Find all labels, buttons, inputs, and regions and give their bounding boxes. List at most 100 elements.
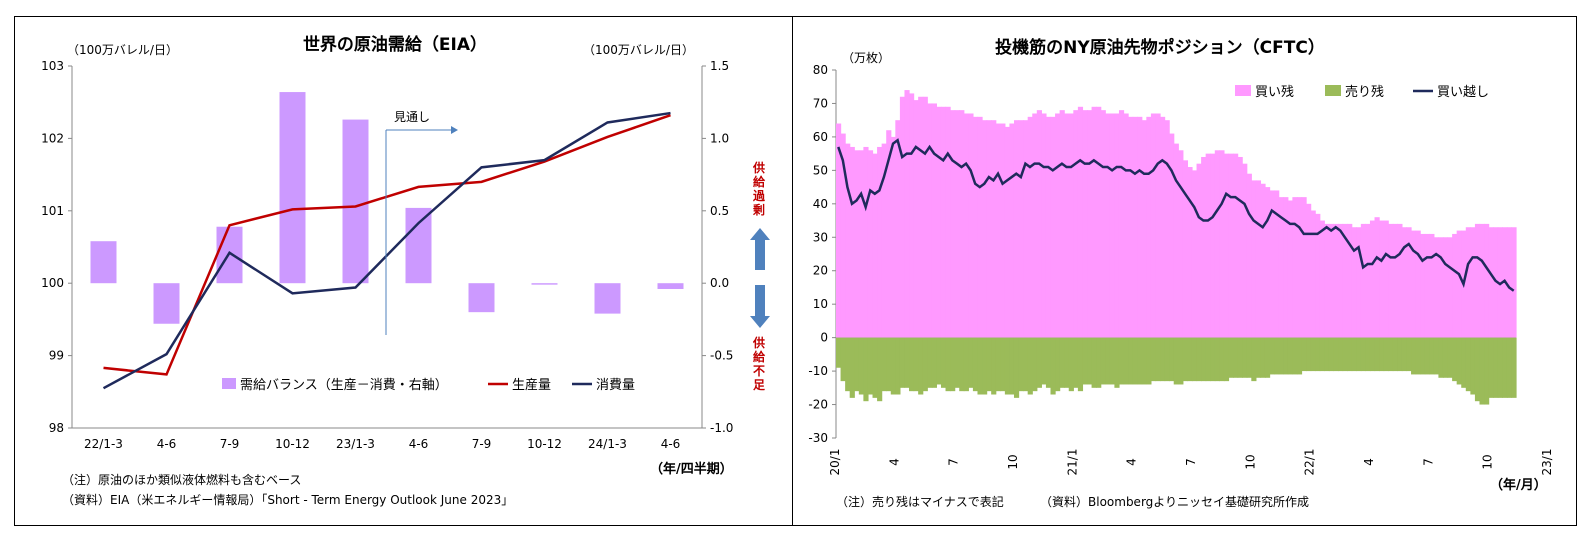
long-bar <box>1274 190 1280 338</box>
short-bar <box>1036 337 1042 388</box>
short-bar <box>1401 337 1408 372</box>
short-bar <box>881 337 887 392</box>
long-bar <box>931 103 938 338</box>
y-tick-label: 0 <box>820 331 828 345</box>
x-tick-label: 10-12 <box>275 437 310 451</box>
long-bar <box>867 150 874 338</box>
y-tick-label: 101 <box>41 204 64 218</box>
short-bar <box>1292 337 1298 375</box>
short-bar <box>1420 337 1426 375</box>
left-chart-lines <box>102 111 671 390</box>
long-bar <box>1351 227 1357 338</box>
long-bar <box>1347 223 1353 338</box>
long-bar <box>1123 113 1129 338</box>
oversupply-char: 供 <box>752 160 765 175</box>
legend-consumption-label: 消費量 <box>596 378 635 393</box>
legend-short-label: 売り残 <box>1345 84 1384 100</box>
long-bar <box>1201 156 1207 338</box>
long-bar <box>1164 120 1170 338</box>
short-bar <box>1160 337 1166 382</box>
short-bar <box>1411 337 1417 375</box>
x-tick: 20/1 <box>828 449 842 476</box>
short-bar <box>1415 337 1421 375</box>
long-bar <box>1424 233 1430 338</box>
x-tick: 23/1 <box>1540 449 1554 476</box>
short-bar <box>1155 337 1161 382</box>
x-tick-label: 4 <box>1125 458 1139 466</box>
left-ylabel: （100万バレル/日） <box>67 43 178 57</box>
short-bar <box>945 337 951 392</box>
x-tick-label: 4-6 <box>157 437 177 451</box>
legend-balance-swatch <box>222 378 236 389</box>
short-bar <box>1369 337 1376 372</box>
undersupply-char: 不 <box>753 364 765 378</box>
y-tick-label: 99 <box>49 349 64 363</box>
long-bar <box>1292 197 1298 338</box>
long-bar <box>1328 223 1335 338</box>
x-tick: 4 <box>887 458 901 466</box>
long-bar <box>895 120 901 338</box>
short-bar <box>1105 337 1111 385</box>
short-bar <box>1223 337 1230 382</box>
short-bar <box>1306 337 1312 372</box>
short-bar <box>1278 337 1284 375</box>
long-bar <box>995 123 1001 338</box>
x-tick: 7 <box>1421 458 1435 466</box>
short-bar <box>1456 337 1462 385</box>
long-bar <box>872 153 878 338</box>
short-bar <box>1004 337 1011 395</box>
short-bar <box>968 337 974 388</box>
short-bar <box>1137 337 1143 385</box>
long-bar <box>886 130 892 338</box>
long-bar <box>1137 116 1143 338</box>
long-bar <box>840 133 846 338</box>
long-bar <box>1041 113 1047 338</box>
legend-short-swatch <box>1325 85 1341 96</box>
short-bar <box>1502 337 1508 398</box>
long-bar <box>1214 150 1220 338</box>
long-bar <box>1155 113 1161 338</box>
short-bar <box>1497 337 1503 398</box>
long-bar <box>1082 110 1088 338</box>
long-bar <box>904 90 910 338</box>
long-bar <box>1242 163 1248 338</box>
short-bar <box>899 337 906 388</box>
long-bar <box>1283 197 1289 338</box>
long-bar <box>1365 223 1371 338</box>
short-bar <box>1493 337 1499 398</box>
long-bar <box>1150 113 1157 338</box>
short-bar <box>1283 337 1289 375</box>
x-tick-label: 20/1 <box>828 449 842 476</box>
short-bar <box>849 337 855 398</box>
right-chart-legend: 買い残 売り残 買い越し <box>1235 84 1489 100</box>
y-tick-label: -20 <box>808 398 828 412</box>
right-ylabel: （万枚） <box>842 50 890 65</box>
short-bar <box>1424 337 1430 375</box>
y-tick-label: 20 <box>813 264 828 278</box>
short-bar <box>1406 337 1412 372</box>
long-bar <box>1210 153 1216 338</box>
long-bar <box>1036 110 1042 338</box>
short-bar <box>1470 337 1476 395</box>
legend-net-label: 買い越し <box>1437 85 1489 100</box>
long-bar <box>1178 150 1184 338</box>
balance-bar <box>468 283 495 313</box>
balance-bar <box>90 241 117 284</box>
x-tick-label: 7 <box>947 458 961 466</box>
long-bar <box>1118 110 1125 338</box>
short-bar <box>1310 337 1316 372</box>
short-bar <box>1173 337 1179 385</box>
short-bar <box>1132 337 1138 385</box>
short-bar <box>1360 337 1366 372</box>
legend-long-swatch <box>1235 85 1251 96</box>
long-bar <box>1196 163 1202 338</box>
short-bar <box>1118 337 1125 385</box>
short-bar <box>940 337 947 388</box>
short-bar <box>1429 337 1435 375</box>
short-bar <box>1182 337 1189 382</box>
short-bar <box>1388 337 1394 372</box>
long-bar <box>1050 116 1056 338</box>
short-bar <box>1433 337 1440 375</box>
short-bar <box>1123 337 1129 385</box>
long-bar <box>918 96 924 338</box>
